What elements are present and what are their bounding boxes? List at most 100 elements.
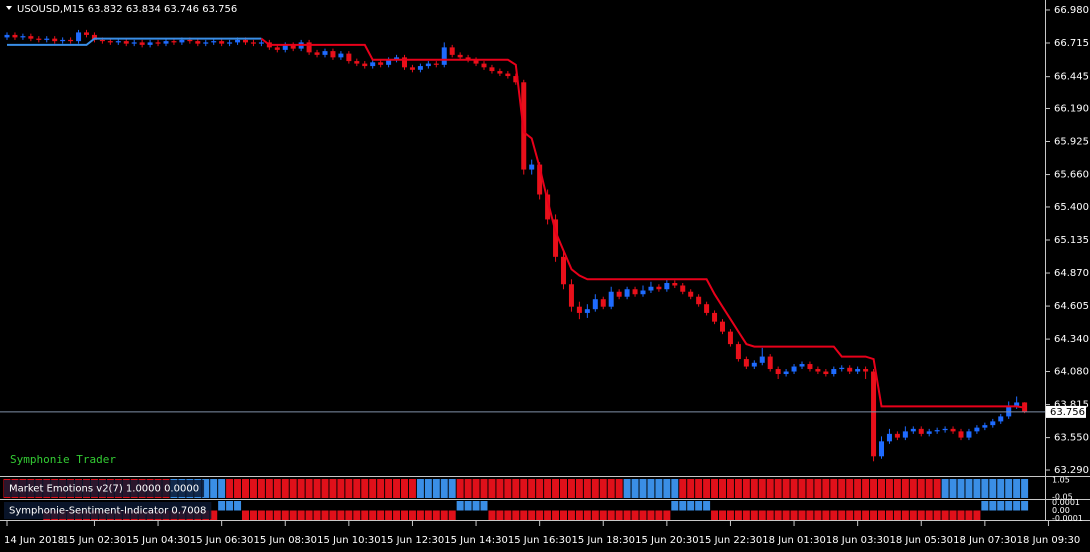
indicator-bar <box>695 501 703 511</box>
candle-body <box>958 431 964 438</box>
indicator-bar <box>687 479 695 498</box>
candle-body <box>934 430 940 432</box>
indicator-bar <box>870 510 878 520</box>
candle-body <box>1014 402 1020 407</box>
x-tick-label: 15 Jun 08:30 <box>253 535 317 546</box>
candle-body <box>704 304 710 313</box>
indicator-bar <box>671 479 679 498</box>
indicator-bar <box>846 510 854 520</box>
candle-body <box>195 41 201 44</box>
candle-body <box>616 291 622 297</box>
indicator-bar <box>917 479 925 498</box>
x-tick-label: 15 Jun 04:30 <box>126 535 190 546</box>
indicator-bar <box>949 510 957 520</box>
indicator-bar <box>655 479 663 498</box>
indicator-bar <box>925 510 933 520</box>
y-tick-label: 64.870 <box>1054 268 1089 279</box>
indicator-bar <box>838 510 846 520</box>
candle-body <box>815 369 821 372</box>
candle-body <box>370 62 376 67</box>
indicator-bar <box>424 510 432 520</box>
candle-body <box>60 39 66 42</box>
candle-body <box>155 42 161 44</box>
indicator-bar <box>567 479 575 498</box>
indicator-bar <box>742 510 750 520</box>
indicator-bar <box>695 479 703 498</box>
indicator-bar <box>226 501 234 511</box>
indicator-bar <box>615 479 623 498</box>
y-tick-label: 64.080 <box>1054 367 1089 378</box>
indicator-bar <box>965 510 973 520</box>
indicator-bar <box>933 510 941 520</box>
candle-body <box>44 38 50 40</box>
candle-body <box>799 364 805 367</box>
candle-body <box>219 41 225 44</box>
indicator-bar <box>719 479 726 498</box>
indicator-bar <box>416 479 424 498</box>
indicator-bar <box>647 479 655 498</box>
indicator-bar <box>512 510 520 520</box>
candle-body <box>600 299 606 307</box>
candle-body <box>974 427 980 432</box>
indicator-bar <box>854 510 862 520</box>
indicator-bar <box>544 479 552 498</box>
indicator-bar <box>893 479 901 498</box>
candle-body <box>672 283 678 286</box>
y-tick-label: 64.340 <box>1054 334 1089 345</box>
candle-body <box>306 42 312 53</box>
indicator-bar <box>424 479 432 498</box>
indicator-bar <box>385 479 393 498</box>
candle-body <box>115 41 121 43</box>
indicator-bar <box>782 479 790 498</box>
indicator-bar <box>520 510 528 520</box>
indicator-label-bg <box>4 502 212 519</box>
indicator-label: Symphonie-Sentiment-Indicator 0.7008 <box>9 506 206 517</box>
indicator-bar <box>369 510 377 520</box>
candle-body <box>759 356 765 363</box>
candle-body <box>346 53 352 62</box>
candle-body <box>402 57 407 68</box>
candle-body <box>481 63 487 68</box>
symbol: USOUSD,M15 <box>17 4 84 15</box>
indicator-bar <box>711 510 719 520</box>
candle-body <box>473 59 479 64</box>
candle-body <box>394 57 400 60</box>
indicator-label: Market Emotions v2(7) 1.0000 0.0000 <box>9 484 199 495</box>
indicator-bar <box>901 479 909 498</box>
indicator-bar <box>957 510 965 520</box>
indicator-bar <box>846 479 854 498</box>
indicator-bar <box>329 510 337 520</box>
candle-body <box>163 41 169 44</box>
candle-body <box>123 41 129 44</box>
indicator-bar <box>504 510 512 520</box>
candle-body <box>20 36 26 38</box>
indicator-bar <box>226 479 234 498</box>
indicator-bar <box>249 479 257 498</box>
indicator-bar <box>599 479 607 498</box>
header: USOUSD,M15 63.832 63.834 63.746 63.756 <box>17 4 237 15</box>
candle-body <box>640 290 646 295</box>
indicator-bar <box>806 479 814 498</box>
indicator-bar <box>1021 479 1029 498</box>
x-tick-label: 18 Jun 03:30 <box>826 535 890 546</box>
candle-body <box>409 67 415 70</box>
indicator-bar <box>520 479 528 498</box>
indicator-bar <box>321 479 329 498</box>
ohlc-close: 63.756 <box>202 4 237 15</box>
candle-body <box>576 306 582 313</box>
candle-body <box>553 219 559 257</box>
indicator-bar <box>901 510 909 520</box>
indicator-bar <box>1021 501 1029 511</box>
indicator-bar <box>591 479 599 498</box>
indicator-bar <box>933 479 941 498</box>
indicator-bar <box>552 510 560 520</box>
x-tick-label: 15 Jun 20:30 <box>635 535 699 546</box>
x-tick-label: 15 Jun 12:30 <box>381 535 445 546</box>
indicator-bar <box>456 479 464 498</box>
y-tick-label: 65.660 <box>1054 170 1089 181</box>
indicator-bar <box>512 479 520 498</box>
indicator-bar <box>862 479 870 498</box>
indicator-bar <box>313 479 321 498</box>
candle-body <box>505 73 511 77</box>
indicator-bar <box>305 510 313 520</box>
